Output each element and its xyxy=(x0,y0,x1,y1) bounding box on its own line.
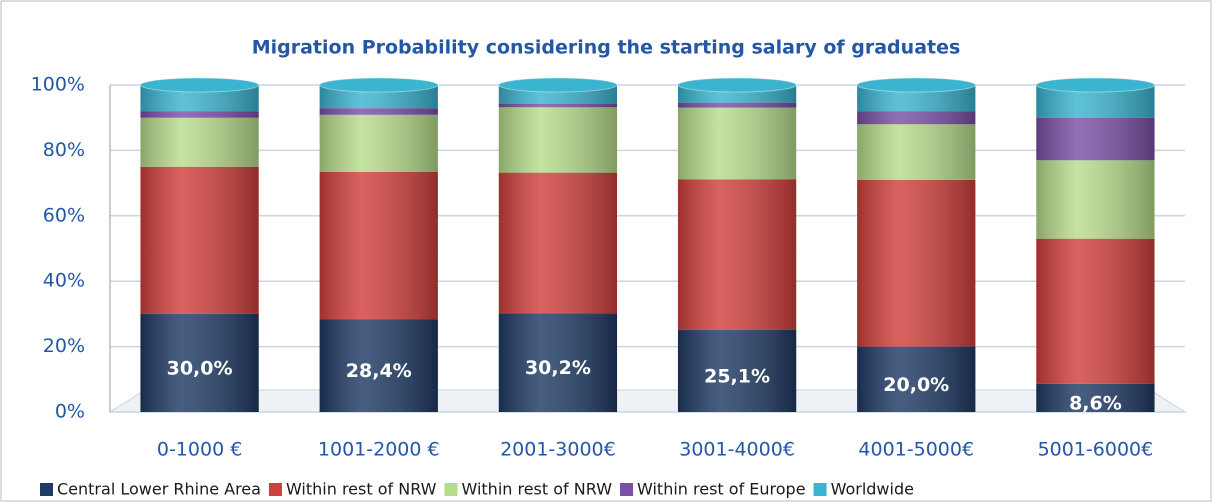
bar-shade xyxy=(1036,117,1155,161)
bar-shade xyxy=(498,313,618,412)
bar-shade xyxy=(857,179,976,347)
bar-shade xyxy=(140,111,259,118)
bar-cap xyxy=(139,77,260,93)
legend-swatch xyxy=(268,483,282,496)
bar-shade xyxy=(677,329,797,412)
bar-shade xyxy=(857,346,976,412)
bar-shade xyxy=(319,108,438,115)
bar-shade xyxy=(1036,383,1155,412)
y-tick-label: 100% xyxy=(31,74,85,96)
bar-cap xyxy=(856,77,976,93)
data-label: 25,1% xyxy=(704,365,770,387)
y-tick-label: 40% xyxy=(43,270,85,292)
legend-label: Worldwide xyxy=(831,480,914,499)
data-label: 20,0% xyxy=(883,374,949,396)
bar-shade xyxy=(319,114,438,172)
y-tick-label: 20% xyxy=(43,335,85,357)
legend-label: Within rest of NRW xyxy=(286,480,437,499)
bar-shade xyxy=(677,107,797,180)
legend-label: Within rest of Europe xyxy=(637,480,806,499)
bar-cap xyxy=(498,77,618,93)
bar-shade xyxy=(140,313,259,412)
bar-shade xyxy=(677,102,797,108)
data-label: 8,6% xyxy=(1069,392,1122,414)
legend-label: Within rest of NRW xyxy=(461,480,612,499)
y-tick-label: 0% xyxy=(55,401,85,423)
bar-shade xyxy=(319,171,438,320)
y-tick-label: 60% xyxy=(43,204,85,226)
bar-cap xyxy=(319,77,439,93)
x-tick-label: 0-1000 € xyxy=(157,439,242,461)
bar-shade xyxy=(1036,238,1155,384)
bar-shade xyxy=(1036,160,1155,239)
x-tick-label: 2001-3000€ xyxy=(500,439,616,461)
bar-shade xyxy=(498,103,618,108)
data-label: 30,0% xyxy=(167,357,233,379)
legend-swatch xyxy=(444,483,458,496)
bar-cap xyxy=(677,77,797,93)
x-tick-label: 5001-6000€ xyxy=(1038,439,1154,461)
legend-swatch xyxy=(813,483,827,496)
bar-shade xyxy=(498,172,618,314)
bar-shade xyxy=(140,117,259,167)
bar-shade xyxy=(677,179,797,330)
legend-swatch xyxy=(620,483,634,496)
bar-shade xyxy=(319,319,438,412)
bar-cap xyxy=(1035,77,1156,93)
x-tick-label: 3001-4000€ xyxy=(679,439,795,461)
bar-shade xyxy=(857,124,976,180)
floor xyxy=(108,389,1187,413)
bar-shade xyxy=(140,166,259,314)
x-tick-label: 1001-2000 € xyxy=(318,439,440,461)
chart-title: Migration Probability considering the st… xyxy=(252,37,961,59)
y-tick-label: 80% xyxy=(43,139,85,161)
x-tick-label: 4001-5000€ xyxy=(858,439,974,461)
data-label: 28,4% xyxy=(346,360,412,382)
data-label: 30,2% xyxy=(525,357,591,379)
legend-label: Central Lower Rhine Area xyxy=(57,480,261,499)
legend-swatch xyxy=(40,483,53,496)
bar-shade xyxy=(857,111,976,125)
bar-shade xyxy=(498,107,618,173)
